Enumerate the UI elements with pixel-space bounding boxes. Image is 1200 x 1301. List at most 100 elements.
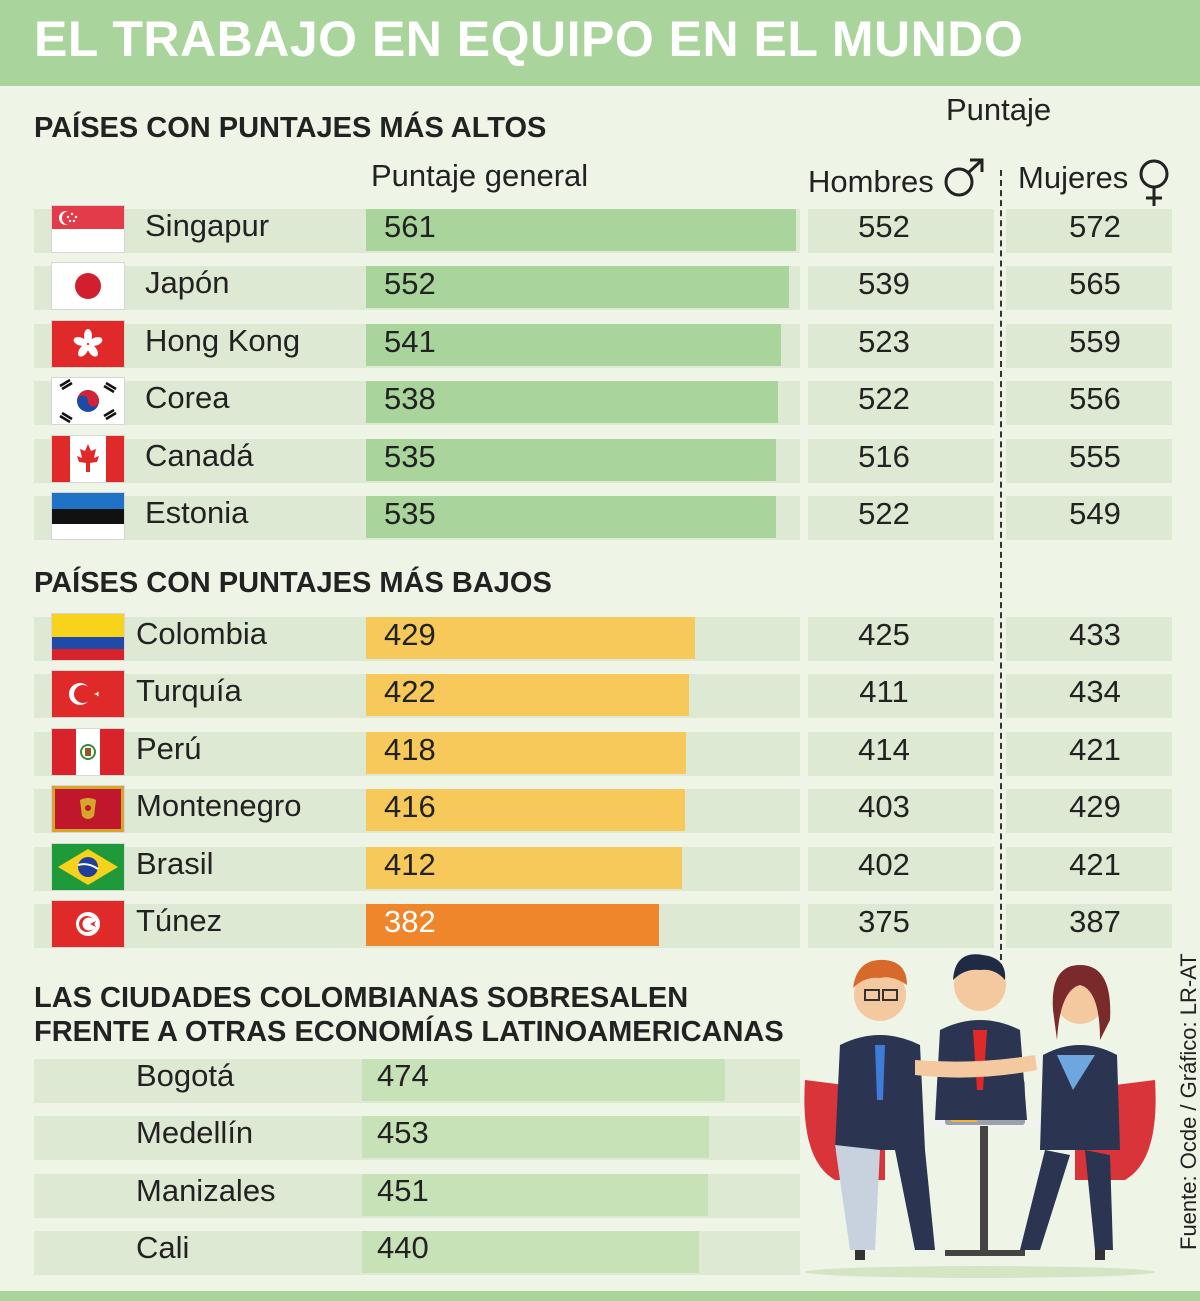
men-cell-background xyxy=(808,266,994,311)
men-cell-background xyxy=(808,846,994,891)
country-label: Túnez xyxy=(136,903,223,938)
women-header-label: Mujeres xyxy=(1018,160,1129,195)
women-cell-background xyxy=(1006,323,1172,368)
men-score: 375 xyxy=(858,904,910,939)
section-title-cities-line1: LAS CIUDADES COLOMBIANAS SOBRESALEN xyxy=(34,982,689,1014)
country-label: Corea xyxy=(145,380,230,416)
footer-line xyxy=(0,1291,1200,1301)
city-label: Manizales xyxy=(136,1172,276,1208)
women-cell-background xyxy=(1006,674,1172,719)
city-score-bar xyxy=(362,1230,699,1273)
women-cell-background xyxy=(1006,266,1172,311)
score-bar xyxy=(366,789,685,832)
women-score: 559 xyxy=(1069,323,1121,359)
men-score: 523 xyxy=(858,323,910,359)
score-label: 538 xyxy=(384,381,436,417)
men-cell-background xyxy=(808,381,994,426)
women-score: 434 xyxy=(1069,674,1121,710)
score-bar xyxy=(366,904,659,946)
section-title-cities-line2: FRENTE A OTRAS ECONOMÍAS LATINOAMERICANA… xyxy=(34,1016,784,1048)
hong-kong-flag xyxy=(52,320,124,367)
men-score: 522 xyxy=(858,381,910,417)
puntaje-header: Puntaje xyxy=(946,92,1052,127)
estonia-flag xyxy=(52,493,124,539)
score-label: 561 xyxy=(384,209,436,244)
page-title: EL TRABAJO EN EQUIPO EN EL MUNDO xyxy=(34,11,1024,67)
women-cell-background xyxy=(1006,617,1172,661)
source-credit: Fuente: Ocde / Gráfico: LR-AT xyxy=(1176,953,1200,1250)
women-header: Mujeres xyxy=(1018,158,1171,208)
score-bar xyxy=(366,323,781,366)
brazil-flag xyxy=(52,843,124,890)
men-score: 425 xyxy=(858,617,910,652)
men-cell-background xyxy=(808,789,994,834)
city-label: Bogotá xyxy=(136,1058,235,1093)
women-score: 421 xyxy=(1069,846,1121,882)
score-bar xyxy=(366,438,776,481)
city-score-bar xyxy=(362,1116,709,1159)
women-score: 433 xyxy=(1069,617,1121,652)
men-score: 403 xyxy=(858,789,910,825)
women-score: 572 xyxy=(1069,209,1121,244)
women-score: 421 xyxy=(1069,731,1121,767)
score-label: 535 xyxy=(384,496,436,531)
peru-flag xyxy=(52,728,124,775)
score-bar xyxy=(366,731,686,774)
men-score: 402 xyxy=(858,846,910,882)
women-score: 565 xyxy=(1069,266,1121,302)
men-score: 522 xyxy=(858,496,910,531)
column-divider xyxy=(1000,170,1002,970)
score-bar xyxy=(366,846,682,889)
country-label: Colombia xyxy=(136,616,267,651)
general-score-header: Puntaje general xyxy=(371,158,589,193)
country-label: Singapur xyxy=(145,208,270,243)
city-score-label: 453 xyxy=(377,1115,429,1151)
korea-flag xyxy=(52,378,124,425)
male-icon xyxy=(944,158,984,197)
city-label: Medellín xyxy=(136,1115,254,1151)
score-label: 382 xyxy=(384,904,436,939)
title-banner: EL TRABAJO EN EQUIPO EN EL MUNDO xyxy=(0,0,1200,86)
men-header-label: Hombres xyxy=(808,164,934,199)
women-cell-background xyxy=(1006,904,1172,948)
score-label: 541 xyxy=(384,323,436,359)
score-bar xyxy=(366,209,796,251)
men-header: Hombres xyxy=(808,158,986,200)
teamwork-illustration xyxy=(804,954,1156,1278)
country-label: Estonia xyxy=(145,495,249,530)
score-label: 422 xyxy=(384,674,436,710)
women-cell-background xyxy=(1006,209,1172,253)
city-score-label: 474 xyxy=(377,1058,429,1093)
women-cell-background xyxy=(1006,789,1172,834)
colombia-flag xyxy=(52,614,124,660)
city-score-label: 440 xyxy=(377,1229,429,1265)
score-label: 535 xyxy=(384,438,436,474)
city-score-bar xyxy=(362,1173,708,1216)
city-score-bar xyxy=(362,1059,725,1101)
country-label: Turquía xyxy=(136,673,242,709)
women-score: 555 xyxy=(1069,438,1121,474)
country-label: Perú xyxy=(136,730,202,766)
score-label: 418 xyxy=(384,731,436,767)
country-label: Hong Kong xyxy=(145,322,301,358)
men-score: 516 xyxy=(858,438,910,474)
score-bar xyxy=(366,674,689,717)
tunisia-flag xyxy=(52,901,124,947)
city-label: Cali xyxy=(136,1229,190,1265)
score-label: 552 xyxy=(384,266,436,302)
score-bar xyxy=(366,496,776,538)
city-score-label: 451 xyxy=(377,1172,429,1208)
women-score: 556 xyxy=(1069,381,1121,417)
country-label: Canadá xyxy=(145,437,254,473)
montenegro-flag xyxy=(52,786,124,833)
men-cell-background xyxy=(808,904,994,948)
score-bar xyxy=(366,617,695,659)
section-title-high: PAÍSES CON PUNTAJES MÁS ALTOS xyxy=(34,112,547,144)
women-cell-background xyxy=(1006,496,1172,540)
men-score: 414 xyxy=(858,731,910,767)
women-cell-background xyxy=(1006,846,1172,891)
country-label: Montenegro xyxy=(136,788,302,824)
men-cell-background xyxy=(808,323,994,368)
score-label: 429 xyxy=(384,617,436,652)
canada-flag xyxy=(52,435,124,482)
